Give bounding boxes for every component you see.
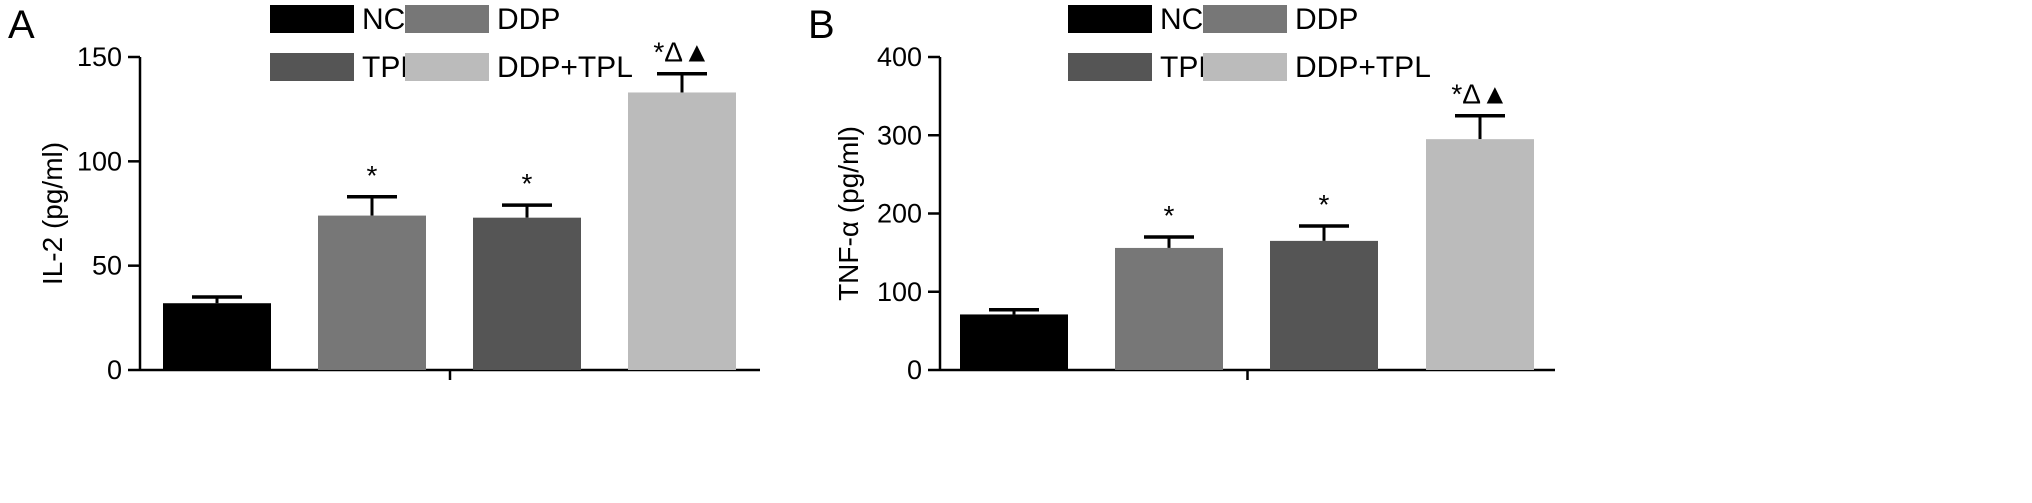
y-tick-label: 300	[877, 120, 922, 150]
legend-label-ddp-tpl: DDP+TPL	[497, 51, 633, 84]
significance-label: *	[1319, 189, 1330, 220]
legend-swatch-tpl	[1068, 53, 1152, 81]
legend-swatch-ddp	[405, 5, 489, 33]
legend-swatch-ddp-tpl	[1203, 53, 1287, 81]
bar-tpl	[1270, 240, 1378, 370]
legend-label-ddp: DDP	[497, 3, 560, 36]
significance-label: *	[522, 168, 533, 199]
panel-letter: B	[808, 3, 835, 47]
y-tick-label: 50	[92, 251, 122, 281]
bar-ddp	[1115, 247, 1223, 370]
legend-swatch-nc	[1068, 5, 1152, 33]
significance-label: *Δ▲	[1451, 79, 1508, 110]
y-tick-label: 0	[107, 355, 122, 385]
bar-tpl	[473, 217, 581, 370]
legend-label-ddp-tpl: DDP+TPL	[1295, 51, 1431, 84]
significance-label: *	[367, 160, 378, 191]
legend-swatch-ddp-tpl	[405, 53, 489, 81]
legend-label-nc: NC	[1160, 3, 1203, 36]
bar-ddp	[318, 215, 426, 370]
y-axis-label: IL-2 (pg/ml)	[37, 142, 68, 285]
y-tick-label: 100	[77, 146, 122, 176]
legend-label-ddp: DDP	[1295, 3, 1358, 36]
y-tick-label: 100	[877, 277, 922, 307]
bar-nc	[960, 314, 1068, 370]
bar-nc	[163, 303, 271, 370]
y-tick-label: 200	[877, 199, 922, 229]
significance-label: *Δ▲	[653, 37, 710, 68]
legend-label-nc: NC	[362, 3, 405, 36]
legend-swatch-nc	[270, 5, 354, 33]
bar-ddp-tpl	[1426, 139, 1534, 370]
y-axis-label: TNF-α (pg/ml)	[833, 126, 864, 301]
y-tick-label: 0	[907, 355, 922, 385]
panel-letter: A	[8, 3, 35, 47]
legend-swatch-tpl	[270, 53, 354, 81]
bar-ddp-tpl	[628, 92, 736, 371]
y-tick-label: 150	[77, 42, 122, 72]
significance-label: *	[1164, 200, 1175, 231]
y-tick-label: 400	[877, 42, 922, 72]
legend-swatch-ddp	[1203, 5, 1287, 33]
